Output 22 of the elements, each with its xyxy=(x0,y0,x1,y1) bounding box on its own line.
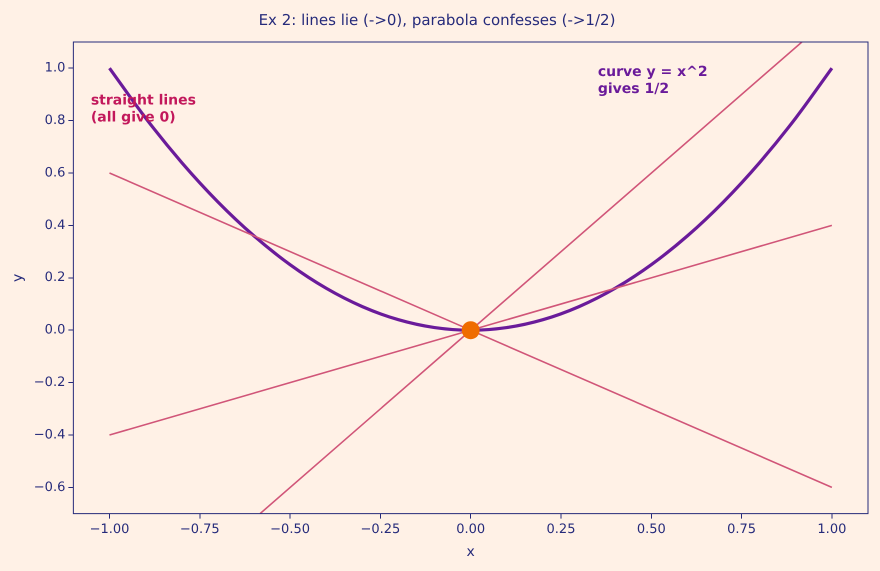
x-axis-title: x xyxy=(466,544,475,560)
y-tick-label: 0.8 xyxy=(44,112,66,128)
x-tick-label: 0.75 xyxy=(727,522,756,537)
y-tick-label: 0.0 xyxy=(44,322,66,338)
x-tick-label: −0.50 xyxy=(270,522,310,537)
y-tick-label: −0.4 xyxy=(34,427,66,442)
x-tick-label: −0.75 xyxy=(180,522,220,537)
y-tick-label: 0.2 xyxy=(44,270,66,286)
x-tick-label: 0.25 xyxy=(546,522,576,537)
y-tick-label: 1.0 xyxy=(44,60,66,76)
y-tick-label: 0.6 xyxy=(44,165,66,180)
x-tick-label: −0.25 xyxy=(360,522,400,537)
y-axis-title: y xyxy=(10,274,26,282)
y-tick-label: −0.2 xyxy=(34,374,66,390)
y-tick-label: 0.4 xyxy=(44,218,66,233)
x-tick-label: −1.00 xyxy=(90,522,130,537)
chart-title: Ex 2: lines lie (->0), parabola confesses (->1/2) xyxy=(258,10,616,29)
x-tick-label: 0.50 xyxy=(636,522,666,537)
annotation: curve y = x^2 gives 1/2 xyxy=(598,64,708,98)
x-tick-label: 0.00 xyxy=(456,522,486,537)
y-tick-label: −0.6 xyxy=(34,480,66,495)
x-tick-label: 1.00 xyxy=(817,522,846,537)
